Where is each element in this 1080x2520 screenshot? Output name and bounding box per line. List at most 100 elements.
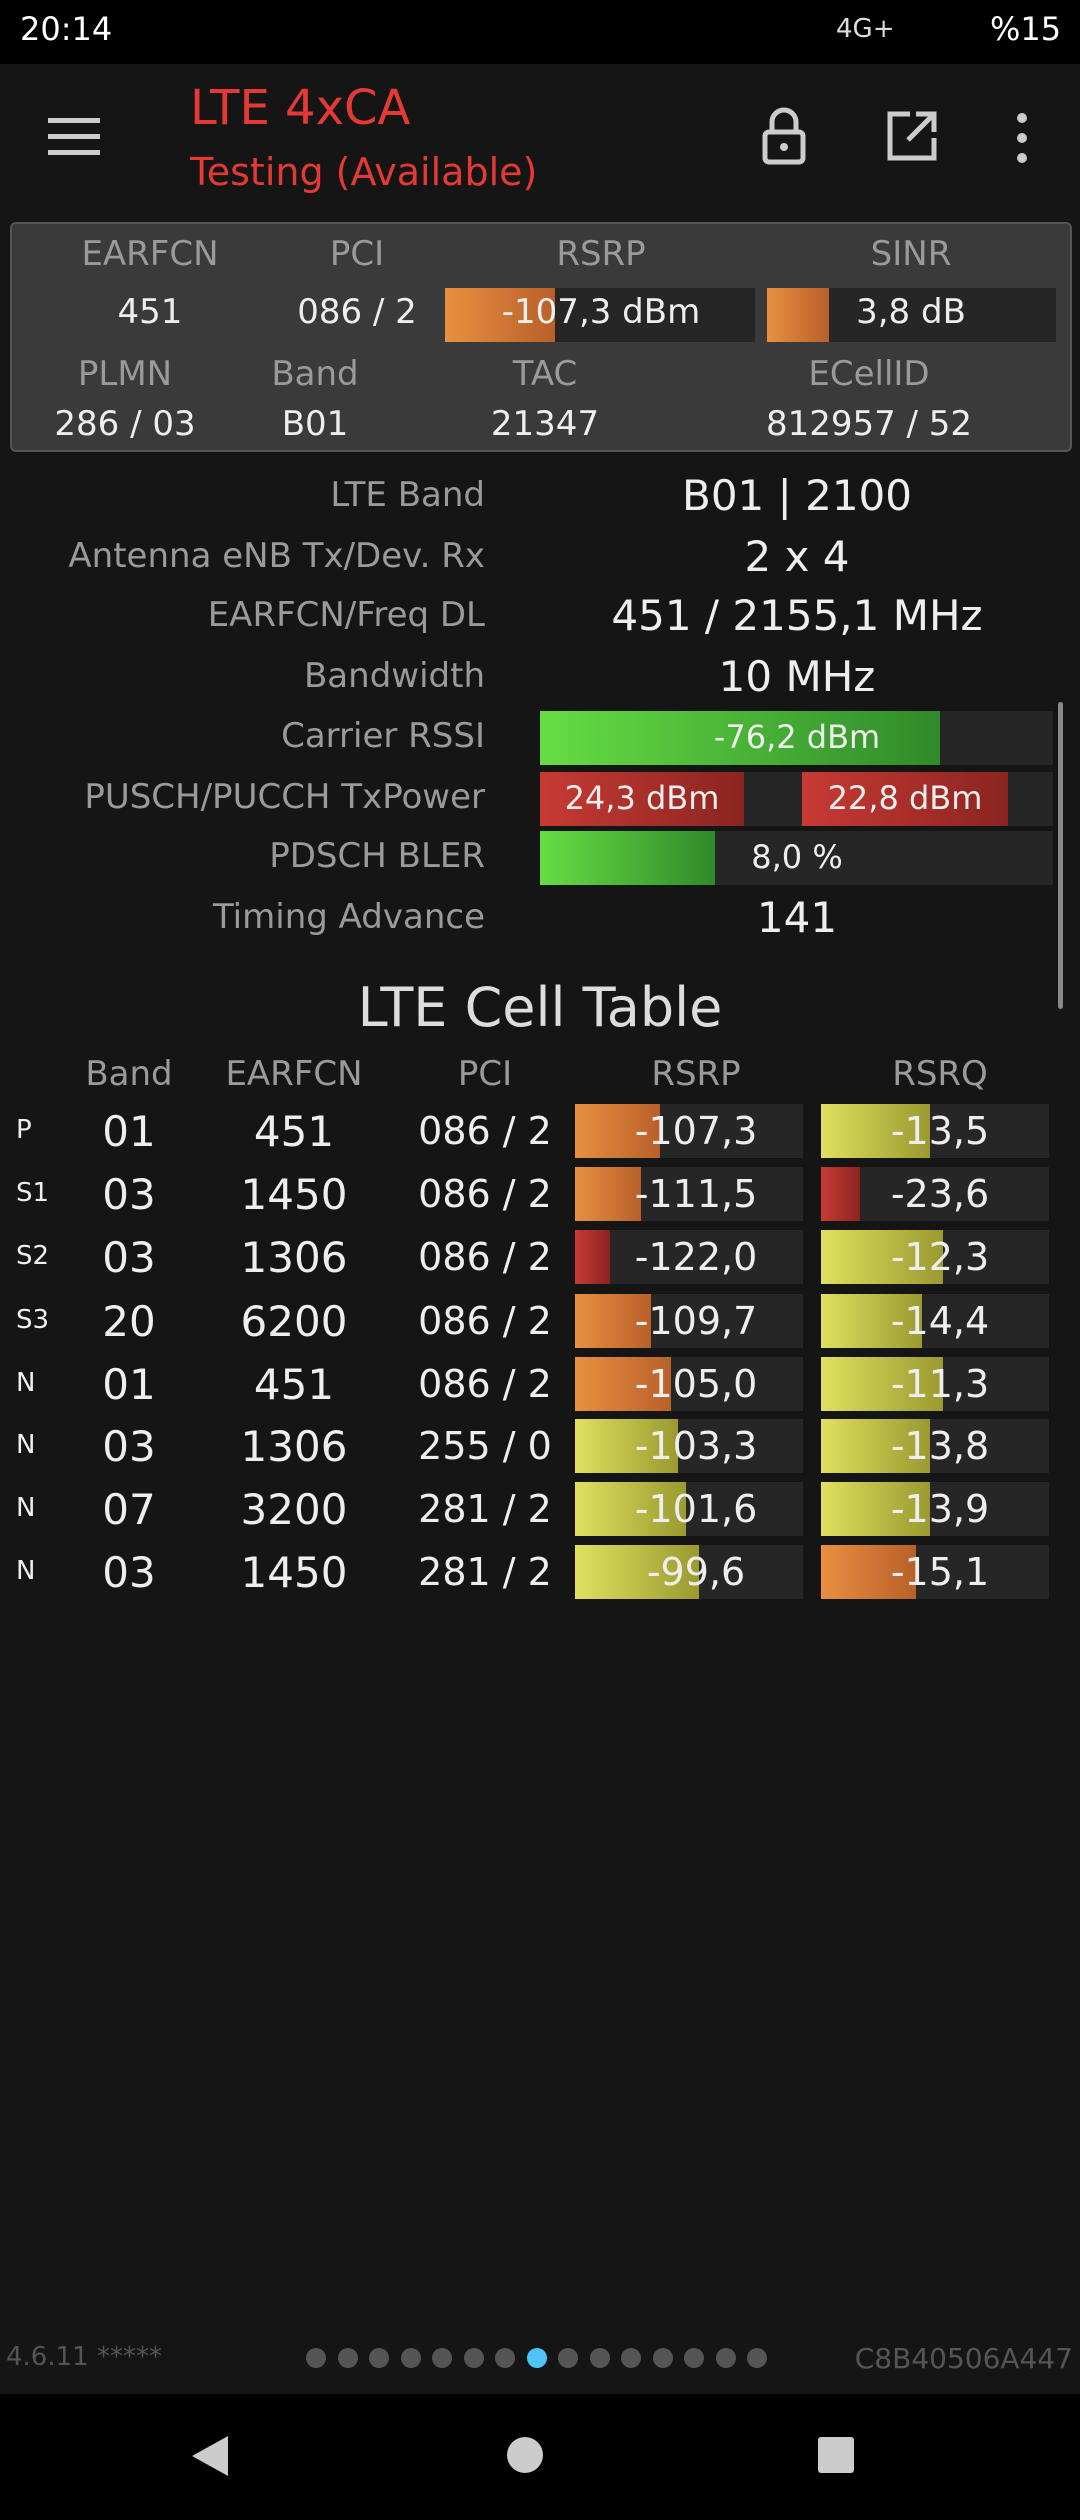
rsrp: -99,6	[646, 1550, 746, 1594]
scrollbar	[1058, 702, 1063, 1009]
rsrq-bar	[821, 1230, 943, 1284]
summary-value: 3,8 dB	[856, 292, 966, 332]
detail-value: 24,3 dBm	[564, 779, 720, 817]
page-dot[interactable]	[306, 2348, 326, 2368]
row-marker: S3	[16, 1305, 50, 1335]
rsrp: -107,3	[634, 1109, 758, 1153]
band: 20	[102, 1297, 156, 1346]
bar-track	[575, 1230, 803, 1284]
earfcn: 451	[253, 1360, 335, 1409]
rsrp-bar	[445, 288, 555, 342]
column-header: EARFCN	[225, 1054, 363, 1094]
rsrq-bar	[821, 1482, 930, 1536]
page-dot[interactable]	[715, 2348, 736, 2368]
rsrp: -105,0	[634, 1362, 758, 1406]
rsrp-bar	[575, 1545, 699, 1599]
row-marker: N	[16, 1556, 36, 1586]
summary-header: SINR	[870, 234, 952, 274]
summary-header: ECellID	[808, 354, 930, 394]
rsrq-bar	[821, 1294, 922, 1348]
rsrq-bar	[821, 1167, 860, 1221]
band: 03	[102, 1422, 156, 1471]
column-header: RSRQ	[892, 1054, 988, 1094]
rsrq-bar	[821, 1419, 930, 1473]
page-dot[interactable]	[463, 2348, 484, 2368]
rsrp: -103,3	[634, 1424, 758, 1468]
summary-value: 086 / 2	[297, 292, 417, 332]
detail-value: B01 | 2100	[682, 471, 912, 520]
row-marker: S2	[16, 1241, 50, 1271]
rsrp: -111,5	[634, 1172, 758, 1216]
nav-bar	[0, 2394, 1080, 2520]
rsrq: -12,3	[890, 1235, 990, 1279]
more-button[interactable]	[1014, 112, 1030, 164]
pci: 281 / 2	[418, 1487, 552, 1531]
summary-value: B01	[281, 404, 349, 444]
detail-label: Carrier RSSI	[281, 716, 485, 756]
rsrq-bar	[821, 1104, 930, 1158]
summary-header: TAC	[512, 354, 578, 394]
summary-value: 286 / 03	[54, 404, 196, 444]
page-dot[interactable]	[369, 2348, 389, 2368]
detail-label: PUSCH/PUCCH TxPower	[84, 777, 485, 817]
summary-value: -107,3 dBm	[501, 292, 701, 332]
bler-bar	[540, 831, 715, 885]
rsrp: -122,0	[634, 1235, 758, 1279]
detail-value: 22,8 dBm	[827, 779, 983, 817]
column-header: RSRP	[651, 1054, 741, 1094]
rsrp-bar	[575, 1167, 641, 1221]
row-marker: S1	[16, 1178, 50, 1208]
row-marker: P	[16, 1115, 32, 1145]
page-dot[interactable]	[558, 2348, 578, 2368]
page-dot[interactable]	[684, 2348, 704, 2368]
recents-button[interactable]	[816, 2435, 856, 2475]
page-dot[interactable]	[621, 2348, 641, 2368]
summary-header: RSRP	[556, 234, 646, 274]
pci: 086 / 2	[418, 1109, 552, 1153]
page-dot[interactable]	[589, 2348, 610, 2368]
band: 01	[102, 1107, 156, 1156]
menu-button[interactable]	[48, 112, 100, 162]
summary-header: PLMN	[77, 354, 173, 394]
page-dot[interactable]	[495, 2348, 515, 2368]
earfcn: 1450	[240, 1170, 348, 1219]
rsrq: -15,1	[890, 1550, 990, 1594]
status-bar: 20:14 4G+ %15	[0, 0, 1080, 64]
detail-label: Timing Advance	[212, 897, 485, 937]
band: 03	[102, 1548, 156, 1597]
version: 4.6.11 *****	[6, 2342, 162, 2372]
page-dot[interactable]	[400, 2348, 421, 2368]
network: 4G+	[836, 14, 895, 44]
page-dot[interactable]	[337, 2348, 358, 2368]
row-marker: N	[16, 1430, 36, 1460]
rsrq: -13,8	[890, 1424, 990, 1468]
lock-button[interactable]	[762, 106, 806, 166]
summary-header: Band	[271, 354, 359, 394]
band: 03	[102, 1233, 156, 1282]
app-title: LTE 4xCA	[190, 80, 411, 136]
back-button[interactable]	[190, 2434, 230, 2478]
rsrq: -13,5	[890, 1109, 990, 1153]
rsrp-bar	[575, 1357, 671, 1411]
rsrq: -13,9	[890, 1487, 990, 1531]
page-dot[interactable]	[652, 2348, 673, 2368]
earfcn: 3200	[240, 1485, 348, 1534]
summary-value: 21347	[490, 404, 600, 444]
page-dot[interactable]	[432, 2348, 452, 2368]
band: 07	[102, 1485, 156, 1534]
earfcn: 1306	[240, 1422, 348, 1471]
pci: 086 / 2	[418, 1235, 552, 1279]
page-dot[interactable]	[526, 2348, 547, 2368]
rsrq-bar	[821, 1357, 943, 1411]
page-dot[interactable]	[747, 2348, 767, 2368]
home-button[interactable]	[505, 2435, 545, 2475]
sinr-bar	[767, 288, 829, 342]
pci: 086 / 2	[418, 1172, 552, 1216]
battery: %15	[990, 10, 1062, 48]
earfcn: 1306	[240, 1233, 348, 1282]
detail-value: 8,0 %	[751, 838, 843, 876]
detail-label: Antenna eNB Tx/Dev. Rx	[68, 536, 485, 576]
rsrp-bar	[575, 1419, 678, 1473]
detail-value: 10 MHz	[718, 652, 876, 701]
open-button[interactable]	[886, 110, 938, 162]
